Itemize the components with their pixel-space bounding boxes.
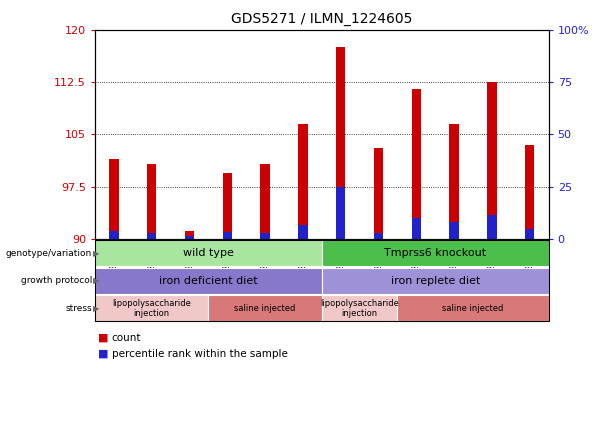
Bar: [336, 47, 346, 239]
Bar: [298, 225, 308, 239]
Text: iron deficient diet: iron deficient diet: [159, 276, 257, 286]
Bar: [411, 89, 421, 239]
Text: ■: ■: [98, 332, 109, 343]
Bar: [147, 233, 156, 239]
Bar: [185, 231, 194, 239]
Bar: [449, 222, 459, 239]
Bar: [109, 159, 119, 239]
Bar: [336, 187, 346, 239]
Text: ▶: ▶: [93, 304, 100, 313]
Bar: [525, 145, 535, 239]
Bar: [374, 233, 383, 239]
Bar: [147, 164, 156, 239]
Text: growth protocol: growth protocol: [21, 276, 92, 286]
Text: lipopolysaccharide
injection: lipopolysaccharide injection: [112, 299, 191, 318]
Text: iron replete diet: iron replete diet: [390, 276, 480, 286]
Title: GDS5271 / ILMN_1224605: GDS5271 / ILMN_1224605: [231, 12, 413, 26]
Text: wild type: wild type: [183, 248, 234, 258]
Text: ▶: ▶: [93, 276, 100, 286]
Text: stress: stress: [66, 304, 92, 313]
Bar: [449, 124, 459, 239]
Bar: [411, 218, 421, 239]
Bar: [109, 231, 119, 239]
Text: ■: ■: [98, 349, 109, 359]
Text: saline injected: saline injected: [234, 304, 296, 313]
Text: Tmprss6 knockout: Tmprss6 knockout: [384, 248, 486, 258]
Bar: [261, 164, 270, 239]
Bar: [261, 233, 270, 239]
Bar: [223, 173, 232, 239]
Text: ▶: ▶: [93, 249, 100, 258]
Bar: [525, 228, 535, 239]
Bar: [298, 124, 308, 239]
Bar: [487, 214, 497, 239]
Text: genotype/variation: genotype/variation: [6, 249, 92, 258]
Bar: [487, 82, 497, 239]
Bar: [223, 232, 232, 239]
Bar: [185, 236, 194, 239]
Text: lipopolysaccharide
injection: lipopolysaccharide injection: [320, 299, 399, 318]
Text: count: count: [112, 332, 141, 343]
Text: percentile rank within the sample: percentile rank within the sample: [112, 349, 287, 359]
Text: saline injected: saline injected: [443, 304, 504, 313]
Bar: [374, 148, 383, 239]
